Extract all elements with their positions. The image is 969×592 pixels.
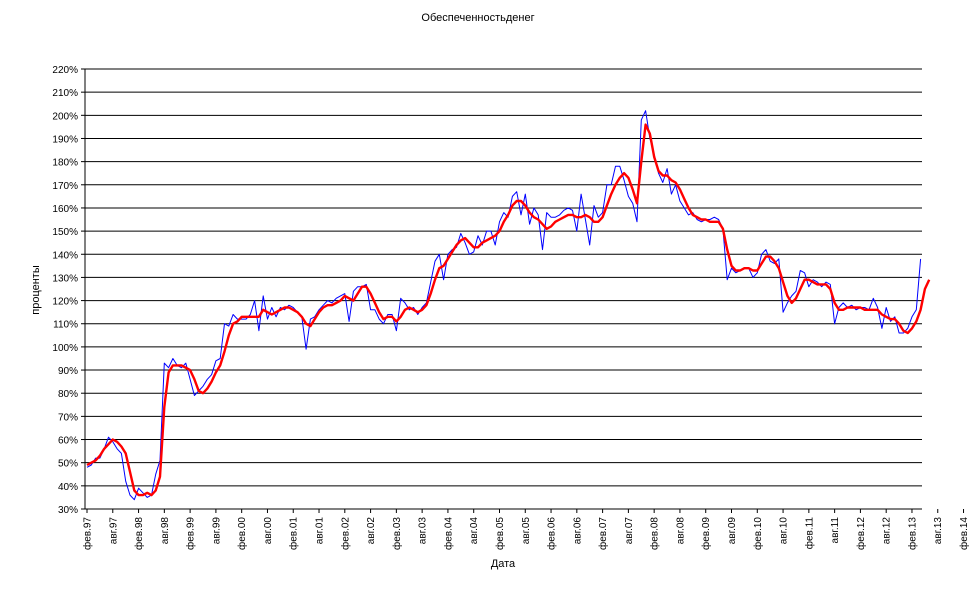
x-axis-label: Дата	[491, 558, 516, 570]
x-tick-label: фев.00	[236, 517, 248, 550]
x-tick-label: авг.07	[624, 517, 635, 545]
y-tick-label: 170%	[52, 181, 78, 192]
gridlines	[81, 68, 922, 510]
x-tick-label: фев.04	[442, 517, 454, 550]
x-tick-label: авг.11	[830, 517, 841, 544]
y-tick-label: 120%	[52, 297, 78, 308]
x-tick-label: авг.08	[675, 517, 686, 545]
x-tick-label: фев.06	[546, 517, 558, 550]
x-tick-label: фев.09	[700, 517, 712, 550]
y-tick-label: 150%	[52, 227, 78, 238]
y-tick-label: 200%	[52, 111, 78, 122]
chart-title: Обеспеченностьденег	[421, 12, 534, 24]
y-tick-label: 140%	[52, 250, 78, 261]
x-tick-label: фев.12	[855, 517, 867, 550]
y-tick-label: 180%	[52, 158, 78, 169]
y-tick-label: 80%	[58, 389, 78, 400]
x-tick-label: авг.12	[882, 517, 893, 545]
x-tick-label: фев.08	[649, 517, 661, 550]
x-tick-label: фев.14	[958, 517, 969, 550]
y-tick-labels: 30% 40% 50% 60% 70% 80% 90% 100% 110% 120% 130% 140…	[52, 65, 78, 516]
x-tick-label: фев.13	[907, 517, 919, 550]
x-tick-label: авг.05	[521, 517, 532, 545]
x-tick-label: фев.05	[494, 517, 506, 550]
y-tick-label: 210%	[52, 88, 78, 99]
series-lines	[86, 110, 931, 501]
y-tick-label: 70%	[58, 412, 78, 423]
series-line-red	[86, 123, 931, 497]
x-tick-label: фев.10	[752, 517, 764, 550]
y-tick-label: 90%	[58, 366, 78, 377]
y-axis-label: проценты	[30, 265, 42, 315]
x-tick-label: авг.04	[469, 517, 480, 545]
x-tick-label: авг.98	[160, 517, 171, 545]
x-tick-label: фев.07	[597, 517, 609, 550]
x-tick-label: авг.10	[779, 517, 790, 545]
axes	[84, 69, 922, 510]
y-tick-label: 220%	[52, 65, 78, 76]
x-tick-label: фев.99	[185, 517, 197, 550]
x-tick-label: авг.13	[933, 517, 944, 545]
x-tick-labels: фев.97 авг.97 фев.98 авг.98 фев.99 авг.99 фев.…	[82, 509, 969, 550]
x-tick-label: авг.99	[211, 517, 222, 545]
x-tick-label: фев.11	[803, 517, 815, 550]
x-tick-label: авг.00	[263, 517, 274, 545]
x-tick-label: фев.98	[133, 517, 145, 550]
y-tick-label: 40%	[58, 482, 78, 493]
x-tick-label: фев.03	[391, 517, 403, 550]
y-tick-label: 130%	[52, 273, 78, 284]
y-tick-label: 100%	[52, 343, 78, 354]
x-tick-label: фев.97	[82, 517, 94, 550]
y-tick-label: 60%	[58, 436, 78, 447]
x-tick-label: авг.97	[108, 517, 119, 545]
x-tick-label: авг.01	[315, 517, 326, 545]
x-tick-label: авг.02	[366, 517, 377, 545]
series-line-blue	[86, 110, 922, 501]
x-tick-label: авг.06	[572, 517, 583, 545]
x-tick-label: авг.09	[727, 517, 738, 545]
y-tick-label: 190%	[52, 134, 78, 145]
y-tick-label: 30%	[58, 505, 78, 516]
x-tick-label: фев.02	[339, 517, 351, 550]
x-tick-label: фев.01	[288, 517, 300, 550]
y-tick-label: 160%	[52, 204, 78, 215]
x-tick-label: авг.03	[418, 517, 429, 545]
y-tick-label: 50%	[58, 459, 78, 470]
y-tick-label: 110%	[53, 320, 78, 331]
